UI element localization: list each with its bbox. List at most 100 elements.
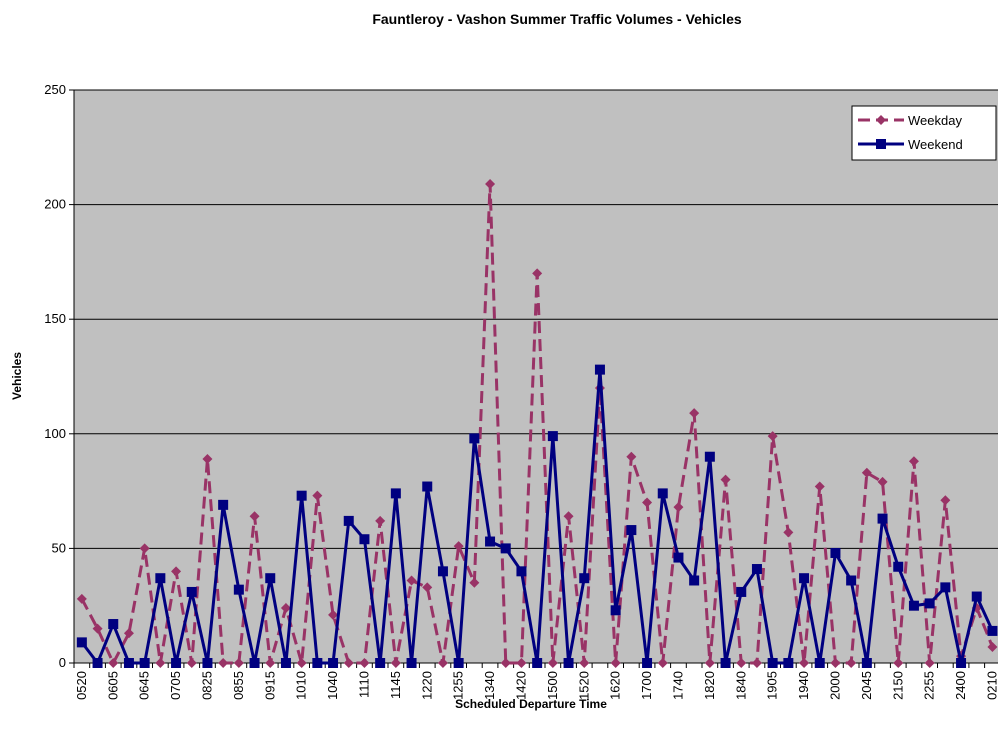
data-point xyxy=(956,658,967,668)
data-point xyxy=(987,625,998,636)
data-point xyxy=(312,658,323,668)
x-tick-label: 0705 xyxy=(168,671,183,700)
data-point xyxy=(375,658,386,668)
data-point xyxy=(971,591,982,602)
data-point xyxy=(751,658,762,668)
data-point xyxy=(594,364,605,375)
x-tick-label: 1620 xyxy=(608,671,623,700)
data-point xyxy=(296,490,307,501)
x-tick-label: 1220 xyxy=(419,671,434,700)
data-point xyxy=(877,476,888,487)
y-tick-label: 150 xyxy=(44,311,66,326)
data-point xyxy=(249,658,260,668)
data-point xyxy=(657,658,668,668)
data-point xyxy=(626,525,637,536)
x-tick-label: 0520 xyxy=(74,671,89,700)
data-point xyxy=(940,582,951,593)
data-point xyxy=(155,573,166,584)
data-point xyxy=(171,658,182,668)
x-tick-label: 1110 xyxy=(356,671,371,698)
data-point xyxy=(893,658,904,668)
data-point xyxy=(547,431,558,442)
data-point xyxy=(673,502,684,513)
data-point xyxy=(139,658,150,668)
data-point xyxy=(343,658,354,668)
data-point xyxy=(469,433,480,444)
legend-label: Weekend xyxy=(908,137,963,152)
data-point xyxy=(186,658,197,668)
y-tick-label: 50 xyxy=(52,540,66,555)
x-tick-label: 1145 xyxy=(388,671,403,699)
data-point xyxy=(783,658,794,668)
data-point xyxy=(830,658,841,668)
data-point xyxy=(422,582,433,593)
data-point xyxy=(642,497,653,508)
y-tick-label: 100 xyxy=(44,426,66,441)
data-point xyxy=(218,658,229,668)
x-tick-label: 0855 xyxy=(231,671,246,700)
x-tick-label: 1255 xyxy=(451,671,466,700)
x-tick-label: 2255 xyxy=(922,671,937,700)
data-point xyxy=(642,658,653,668)
data-point xyxy=(202,454,213,465)
data-point xyxy=(359,658,370,668)
data-point xyxy=(704,451,715,462)
data-point xyxy=(783,527,794,538)
x-tick-label: 1040 xyxy=(325,671,340,700)
data-point xyxy=(610,605,621,616)
legend-marker xyxy=(876,139,886,149)
data-point xyxy=(516,566,527,577)
x-tick-label: 0825 xyxy=(199,671,214,700)
data-point xyxy=(736,586,747,597)
x-tick-label: 2045 xyxy=(859,671,874,700)
data-point xyxy=(233,584,244,595)
data-point xyxy=(171,566,182,577)
x-tick-label: 1840 xyxy=(733,671,748,700)
data-point xyxy=(469,577,480,588)
data-point xyxy=(233,658,244,668)
data-point xyxy=(453,658,464,668)
data-point xyxy=(76,593,87,604)
y-tick-label: 200 xyxy=(44,197,66,212)
data-point xyxy=(673,552,684,563)
x-tick-label: 0605 xyxy=(105,671,120,700)
data-point xyxy=(720,474,731,485)
data-point xyxy=(704,658,715,668)
data-point xyxy=(799,658,810,668)
chart-title: Fauntleroy - Vashon Summer Traffic Volum… xyxy=(372,11,742,27)
data-point xyxy=(547,658,558,668)
data-point xyxy=(343,515,354,526)
data-point xyxy=(610,658,621,668)
data-point xyxy=(877,513,888,524)
data-point xyxy=(390,658,401,668)
data-point xyxy=(689,408,700,419)
data-point xyxy=(830,547,841,558)
x-tick-label: 1340 xyxy=(482,671,497,700)
data-point xyxy=(485,536,496,547)
data-point xyxy=(799,573,810,584)
data-point xyxy=(861,658,872,668)
data-point xyxy=(202,658,213,668)
x-tick-label: 2000 xyxy=(827,671,842,700)
data-point xyxy=(139,543,150,554)
data-point xyxy=(924,658,935,668)
x-tick-label: 1940 xyxy=(796,671,811,700)
data-point xyxy=(516,658,527,668)
data-point xyxy=(123,628,134,639)
x-tick-label: 1520 xyxy=(576,671,591,700)
y-tick-label: 0 xyxy=(59,655,66,670)
legend-marker xyxy=(876,115,886,125)
data-point xyxy=(579,658,590,668)
y-tick-label: 250 xyxy=(44,82,66,97)
data-point xyxy=(532,268,543,279)
x-tick-label: 1740 xyxy=(670,671,685,700)
x-tick-label: 2400 xyxy=(953,671,968,700)
x-tick-label: 0210 xyxy=(984,671,998,700)
x-tick-label: 2150 xyxy=(890,671,905,700)
data-point xyxy=(814,481,825,492)
data-point xyxy=(108,658,119,668)
data-point xyxy=(987,641,998,652)
x-tick-label: 1700 xyxy=(639,671,654,700)
data-point xyxy=(563,511,574,522)
